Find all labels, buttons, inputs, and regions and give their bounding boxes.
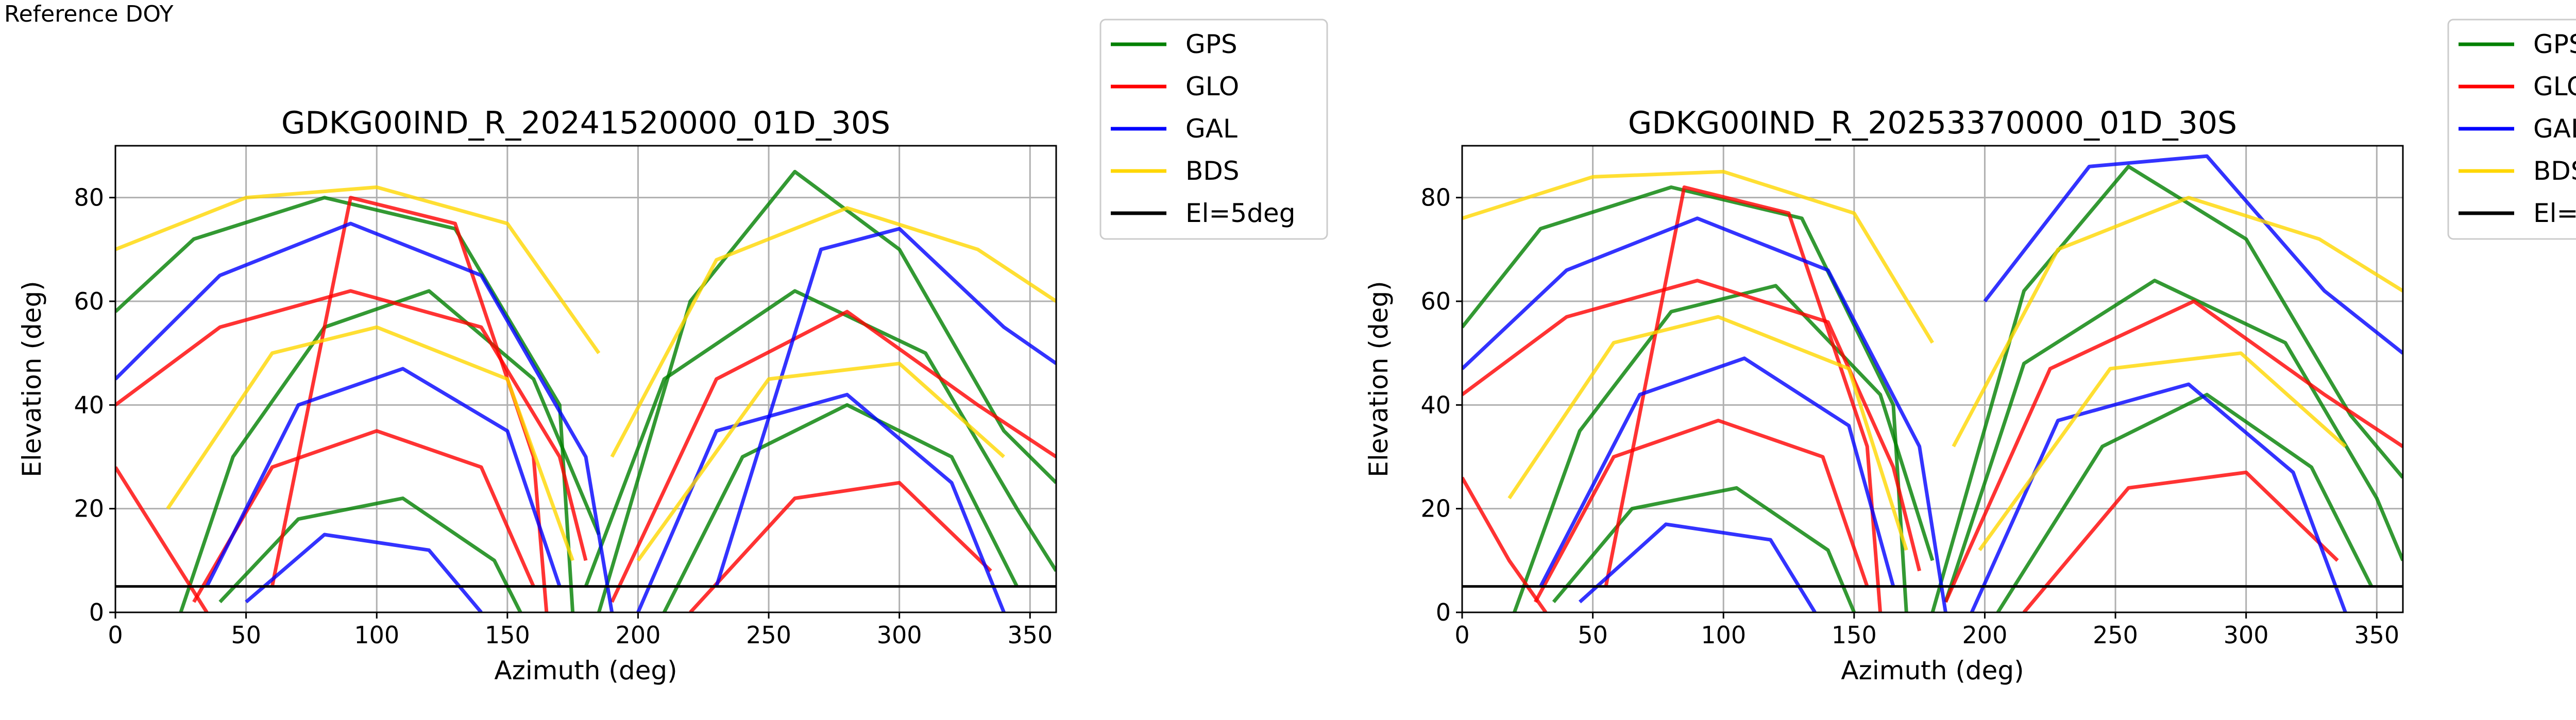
x-tick-label: 150 (1832, 621, 1877, 649)
series-group (115, 169, 1056, 612)
series-bds-track-3 (166, 325, 574, 561)
x-tick-label: 350 (1007, 621, 1053, 649)
x-tick-label: 50 (1578, 621, 1608, 649)
series-gal-track-1 (1462, 216, 1947, 612)
series-bds-track-3 (1507, 315, 1908, 551)
y-tick-label: 60 (74, 287, 104, 315)
series-gal-track-4 (715, 227, 1056, 587)
x-tick-label: 300 (877, 621, 922, 649)
series-gal-track-3 (205, 367, 562, 588)
series-glo-track-2 (1462, 279, 1921, 572)
series-bds-track-1 (115, 185, 601, 354)
x-tick-label: 250 (746, 621, 791, 649)
series-bds-track-2 (610, 206, 1056, 458)
x-axis-label: Azimuth (deg) (1841, 656, 2024, 685)
y-tick-label: 20 (1420, 495, 1451, 523)
y-tick-label: 80 (1420, 184, 1451, 212)
x-tick-label: 0 (108, 621, 123, 649)
y-tick-label: 40 (74, 391, 104, 419)
series-gal-track-3 (1539, 356, 1895, 588)
series-gps-track-5 (1552, 486, 1856, 612)
y-axis-label: Elevation (deg) (17, 281, 47, 477)
x-tick-label: 250 (2093, 621, 2138, 649)
series-glo-track-1 (115, 466, 209, 612)
chart-panel-2: 0 50 100 150 200 250 300 350 0 20 40 60 80 GDKG00IND_… (1364, 19, 2576, 685)
x-tick-label: 50 (231, 621, 261, 649)
legend-label: BDS (2533, 156, 2576, 186)
y-tick-label: 20 (74, 495, 104, 523)
chart-title: GDKG00IND_R_20253370000_01D_30S (1628, 105, 2237, 141)
x-tick-label: 0 (1454, 621, 1469, 649)
y-axis-label: Elevation (deg) (1364, 281, 1394, 477)
y-tick-label: 0 (1436, 598, 1451, 626)
series-gps-track-3 (1944, 279, 2403, 603)
legend-box (1099, 19, 1328, 240)
x-axis-label: Azimuth (deg) (494, 656, 677, 685)
legend-label: El=5deg (2533, 198, 2576, 228)
x-tick-label: 100 (354, 621, 399, 649)
legend-label: BDS (1185, 156, 1240, 186)
series-gps-track-4 (1996, 392, 2374, 612)
series-glo-track-6 (270, 196, 549, 612)
x-tick-label: 350 (2354, 621, 2399, 649)
series-glo-track-4 (1533, 419, 1869, 603)
series-gal-track-1 (115, 221, 614, 612)
y-tick-label: 0 (89, 598, 104, 626)
axes-frame (1461, 145, 2404, 613)
series-gps-track-6 (597, 169, 1056, 612)
series-gal-track-2 (636, 392, 1006, 612)
legend-label: GLO (1185, 72, 1239, 101)
series-group (1462, 154, 2403, 612)
chart-title: GDKG00IND_R_20241520000_01D_30S (281, 105, 890, 141)
series-gps-track-2 (1462, 185, 1908, 612)
legend: GPS GLO GAL BDS El=5deg (2447, 19, 2576, 240)
x-tick-label: 200 (616, 621, 661, 649)
series-gps-track-1 (179, 289, 601, 612)
series-glo-track-6 (1604, 185, 1883, 612)
series-gal-track-5 (245, 533, 483, 612)
chart-panel-1: 0 50 100 150 200 250 300 350 0 20 40 60 80 GDKG00IND_… (17, 19, 1328, 685)
series-bds-track-4 (636, 362, 1005, 562)
series-gps-track-2 (115, 196, 575, 612)
series-bds-track-4 (1978, 351, 2347, 552)
series-bds-track-1 (1462, 169, 1934, 344)
series-gal-track-2 (1970, 382, 2347, 612)
x-tick-label: 100 (1701, 621, 1746, 649)
series-gps-track-1 (1513, 284, 1935, 612)
series-glo-track-3 (610, 310, 1056, 603)
legend: GPS GLO GAL BDS El=5deg (1099, 19, 1328, 240)
y-tick-label: 60 (1420, 287, 1451, 315)
legend-label: GPS (2533, 29, 2576, 59)
series-glo-track-2 (115, 289, 588, 561)
figure-header-note: Reference DOY (4, 1, 174, 27)
series-bds-track-2 (1952, 196, 2403, 448)
series-glo-track-5 (2022, 470, 2339, 612)
legend-label: El=5deg (1185, 198, 1295, 228)
legend-label: GAL (2533, 114, 2576, 144)
axes-frame (114, 145, 1057, 613)
legend-label: GPS (1185, 29, 1238, 59)
series-gps-track-5 (218, 496, 522, 612)
series-gps-track-4 (663, 403, 1019, 612)
x-tick-label: 200 (1962, 621, 2008, 649)
y-tick-label: 80 (74, 184, 104, 212)
legend-label: GAL (1185, 114, 1238, 144)
x-tick-label: 300 (2224, 621, 2269, 649)
y-tick-label: 40 (1420, 391, 1451, 419)
series-gal-track-5 (1578, 522, 1817, 612)
series-glo-track-5 (689, 481, 992, 612)
legend-label: GLO (2533, 72, 2576, 101)
series-glo-track-3 (1944, 299, 2403, 603)
series-glo-track-1 (1462, 476, 1548, 612)
series-gal-track-4 (1983, 154, 2403, 355)
x-tick-label: 150 (485, 621, 530, 649)
